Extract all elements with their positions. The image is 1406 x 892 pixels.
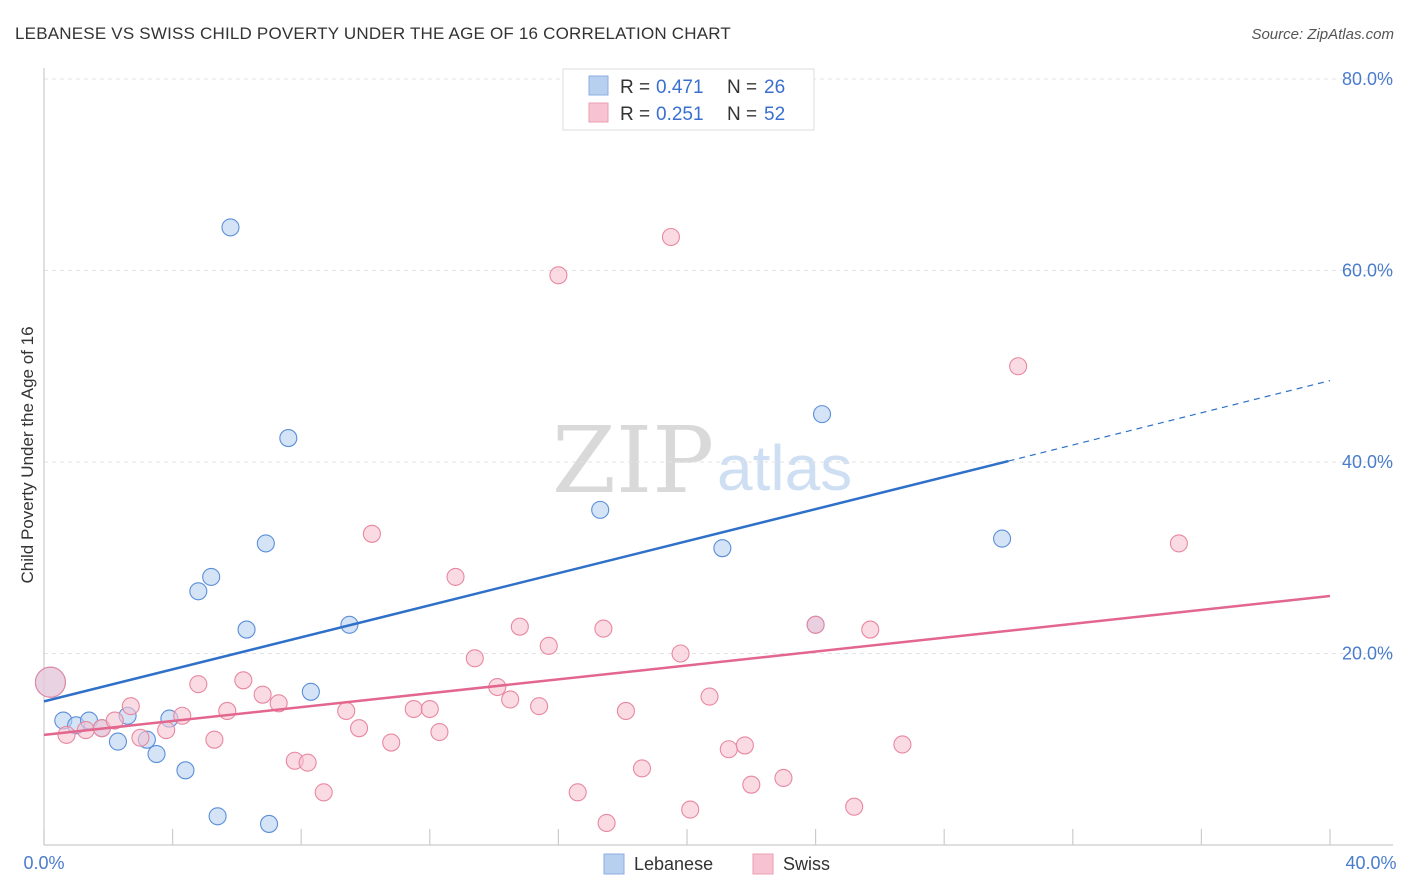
point-lebanese-11 (189, 582, 208, 601)
stats-legend-r-value-swiss: 0.251 (656, 104, 704, 125)
trend-lines (43, 380, 1331, 737)
watermark-atlas: atlas (717, 432, 852, 504)
point-lebanese-16 (256, 534, 275, 553)
point-swiss-50 (1009, 357, 1028, 376)
point-swiss-47 (845, 797, 864, 816)
point-swiss-37 (632, 759, 652, 778)
data-points (34, 218, 1188, 833)
point-swiss-29 (510, 617, 529, 636)
point-swiss-18 (337, 701, 356, 721)
trend-line-swiss (43, 594, 1331, 737)
y-tick-label-40: 40.0% (1342, 452, 1393, 472)
y-tick-label-80: 80.0% (1342, 69, 1393, 89)
point-lebanese-12 (202, 567, 221, 586)
series-legend-label-swiss: Swiss (783, 854, 830, 874)
point-swiss-9 (189, 675, 208, 694)
trend-line-lebanese (43, 459, 1009, 703)
trend-line-lebanese-extension (1008, 380, 1331, 462)
y-tick-label-60: 60.0% (1342, 261, 1393, 281)
point-swiss-21 (382, 733, 401, 752)
point-swiss-7 (157, 721, 176, 740)
chart-source: Source: ZipAtlas.com (1251, 26, 1394, 43)
series-legend: Lebanese Swiss (603, 853, 830, 875)
point-swiss-28 (501, 690, 520, 709)
point-swiss-17 (314, 783, 333, 802)
stats-legend-r-label-lebanese: R = (620, 77, 655, 98)
stats-legend-n-value-lebanese: 26 (764, 77, 785, 98)
stats-legend-swatch-lebanese (588, 75, 609, 96)
point-lebanese-22 (713, 539, 732, 558)
point-swiss-32 (549, 266, 568, 285)
point-swiss-1 (57, 725, 76, 744)
point-swiss-30 (530, 697, 549, 716)
point-swiss-13 (253, 685, 272, 704)
point-swiss-39 (671, 644, 690, 663)
point-swiss-5 (121, 697, 140, 716)
point-swiss-4 (105, 711, 124, 730)
point-swiss-36 (616, 701, 635, 721)
gridlines (44, 78, 1393, 654)
point-swiss-31 (539, 636, 558, 655)
series-legend-swatch-lebanese (603, 853, 625, 875)
point-lebanese-10 (176, 761, 195, 780)
point-swiss-34 (594, 619, 613, 638)
point-swiss-10 (205, 730, 224, 749)
point-swiss-14 (269, 694, 288, 713)
point-swiss-24 (430, 722, 449, 742)
point-swiss-26 (465, 649, 484, 668)
point-swiss-20 (362, 524, 381, 543)
point-lebanese-8 (147, 744, 166, 764)
point-lebanese-24 (812, 405, 832, 424)
point-lebanese-19 (301, 682, 320, 701)
y-tick-labels: 20.0% 40.0% 60.0% 80.0% (1342, 69, 1393, 664)
point-swiss-16 (298, 753, 317, 772)
x-tick-label-max: 40.0% (1345, 853, 1396, 873)
point-swiss-44 (742, 775, 761, 794)
point-swiss-51 (1169, 534, 1188, 553)
point-lebanese-14 (221, 218, 240, 237)
chart-title: LEBANESE VS SWISS CHILD POVERTY UNDER TH… (15, 24, 731, 43)
point-lebanese-15 (237, 620, 256, 639)
point-swiss-48 (861, 620, 880, 639)
watermark-zip: ZIP (552, 407, 714, 514)
series-legend-swatch-swiss (752, 853, 774, 875)
stats-legend-n-label-swiss: N = (727, 104, 762, 125)
point-swiss-33 (568, 783, 587, 802)
point-lebanese-13 (208, 807, 227, 826)
point-lebanese-18 (279, 429, 298, 448)
point-swiss-40 (681, 800, 700, 819)
point-lebanese-25 (993, 529, 1012, 548)
point-swiss-25 (446, 567, 465, 586)
x-axis-ticks (43, 829, 1331, 845)
point-swiss-45 (774, 768, 793, 788)
point-swiss-38 (661, 227, 680, 247)
point-swiss-12 (234, 671, 253, 690)
point-swiss-49 (893, 735, 912, 754)
point-swiss-46 (806, 615, 825, 634)
point-lebanese-21 (591, 500, 610, 519)
point-swiss-19 (350, 719, 369, 738)
stats-legend-r-value-lebanese: 0.471 (656, 77, 704, 98)
point-swiss-43 (735, 736, 754, 755)
point-swiss-42 (719, 740, 738, 759)
watermark: ZIP atlas (552, 407, 852, 514)
y-tick-label-20: 20.0% (1342, 644, 1393, 664)
stats-legend-n-label-lebanese: N = (727, 77, 762, 98)
point-lebanese-17 (259, 814, 279, 833)
point-swiss-35 (597, 813, 616, 833)
stats-legend-swatch-swiss (588, 102, 609, 123)
stats-legend-r-label-swiss: R = (620, 104, 655, 125)
x-tick-label-min: 0.0% (23, 853, 64, 873)
point-swiss-22 (404, 699, 423, 719)
y-axis-label: Child Poverty Under the Age of 16 (18, 326, 37, 583)
stats-legend: R = 0.471 N = 26 R = 0.251 N = 52 (562, 68, 815, 131)
point-swiss-6 (131, 728, 150, 747)
point-swiss-23 (420, 699, 439, 719)
series-legend-label-lebanese: Lebanese (634, 854, 713, 874)
point-swiss-0 (34, 666, 66, 698)
stats-legend-n-value-swiss: 52 (764, 104, 785, 125)
point-swiss-41 (700, 687, 719, 706)
point-lebanese-5 (108, 732, 127, 751)
